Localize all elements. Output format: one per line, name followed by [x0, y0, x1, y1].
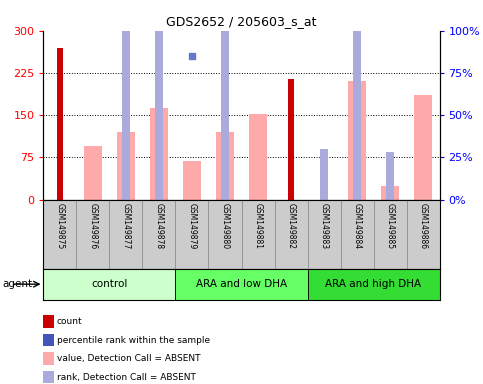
Bar: [155, 0, 163, 200]
Text: count: count: [57, 317, 83, 326]
Bar: [57, 48, 62, 200]
Text: percentile rank within the sample: percentile rank within the sample: [57, 336, 210, 345]
Bar: [348, 81, 366, 200]
Text: value, Detection Call = ABSENT: value, Detection Call = ABSENT: [57, 354, 200, 363]
Text: GSM149876: GSM149876: [88, 203, 98, 249]
Text: GSM149885: GSM149885: [385, 203, 395, 249]
Text: GSM149886: GSM149886: [419, 203, 427, 249]
Text: ARA and low DHA: ARA and low DHA: [196, 279, 287, 289]
Bar: [117, 132, 135, 200]
Text: GSM149879: GSM149879: [187, 203, 197, 249]
Text: GSM149883: GSM149883: [320, 203, 328, 249]
Bar: [175, 269, 308, 300]
Text: GSM149884: GSM149884: [353, 203, 361, 249]
Text: control: control: [91, 279, 128, 289]
Text: GSM149877: GSM149877: [122, 203, 130, 249]
Bar: [84, 146, 102, 200]
Bar: [386, 152, 394, 200]
Bar: [122, 0, 130, 200]
Bar: [308, 269, 440, 300]
Bar: [381, 185, 399, 200]
Text: GSM149875: GSM149875: [56, 203, 64, 249]
Bar: [353, 0, 361, 200]
Text: GSM149881: GSM149881: [254, 203, 262, 249]
Bar: [288, 79, 294, 200]
Bar: [216, 132, 234, 200]
Bar: [43, 269, 175, 300]
Text: rank, Detection Call = ABSENT: rank, Detection Call = ABSENT: [57, 372, 196, 382]
Bar: [150, 108, 168, 200]
Bar: [221, 0, 229, 200]
Text: ARA and high DHA: ARA and high DHA: [326, 279, 422, 289]
Bar: [249, 114, 267, 200]
Bar: [183, 161, 201, 200]
Text: agent: agent: [2, 279, 32, 289]
Text: GSM149878: GSM149878: [155, 203, 163, 249]
Text: GSM149882: GSM149882: [286, 203, 296, 249]
Bar: [320, 149, 328, 200]
Title: GDS2652 / 205603_s_at: GDS2652 / 205603_s_at: [166, 15, 317, 28]
Bar: [414, 96, 432, 200]
Text: GSM149880: GSM149880: [221, 203, 229, 249]
